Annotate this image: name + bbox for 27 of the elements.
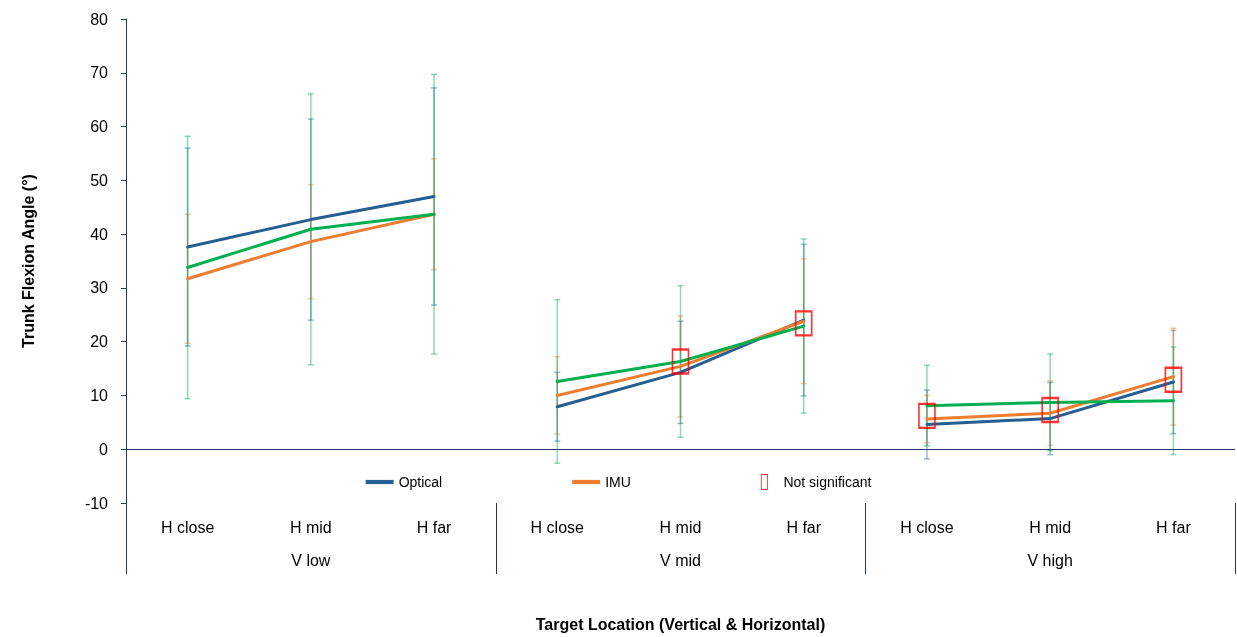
x-tick-label: H mid bbox=[659, 518, 702, 536]
y-tick-label: -10 bbox=[84, 494, 109, 512]
x-tick-label: H close bbox=[900, 518, 954, 536]
legend-label: IMU bbox=[605, 474, 631, 490]
x-tick-label: H mid bbox=[289, 518, 332, 536]
text: V low bbox=[291, 551, 331, 569]
x-axis-title: Target Location (Vertical & Horizontal) bbox=[535, 615, 826, 633]
y-tick-label: 80 bbox=[90, 10, 109, 28]
y-axis-title: Trunk Flexion Angle (°) bbox=[19, 174, 37, 348]
x-tick-label: H mid bbox=[1029, 518, 1072, 536]
y-tick-label: 40 bbox=[90, 225, 109, 243]
y-tick-label: 20 bbox=[90, 333, 109, 351]
legend-label: Not significant bbox=[783, 474, 872, 490]
x-tick-label: H far bbox=[416, 518, 453, 536]
x-tick-label: H far bbox=[786, 518, 822, 536]
legend-label: Optical bbox=[398, 474, 443, 490]
y-tick-label: 60 bbox=[90, 118, 109, 136]
x-tick-label: H far bbox=[1156, 518, 1192, 536]
text: V mid bbox=[660, 551, 701, 569]
y-tick-label: 30 bbox=[90, 279, 109, 297]
y-tick-label: 50 bbox=[90, 171, 109, 189]
y-tick-label: 10 bbox=[90, 386, 109, 404]
text: V high bbox=[1027, 551, 1073, 569]
x-tick-label: H close bbox=[160, 518, 215, 536]
y-tick-label: 70 bbox=[90, 64, 109, 82]
x-tick-label: H close bbox=[530, 518, 585, 536]
y-tick-label: 0 bbox=[99, 440, 109, 458]
